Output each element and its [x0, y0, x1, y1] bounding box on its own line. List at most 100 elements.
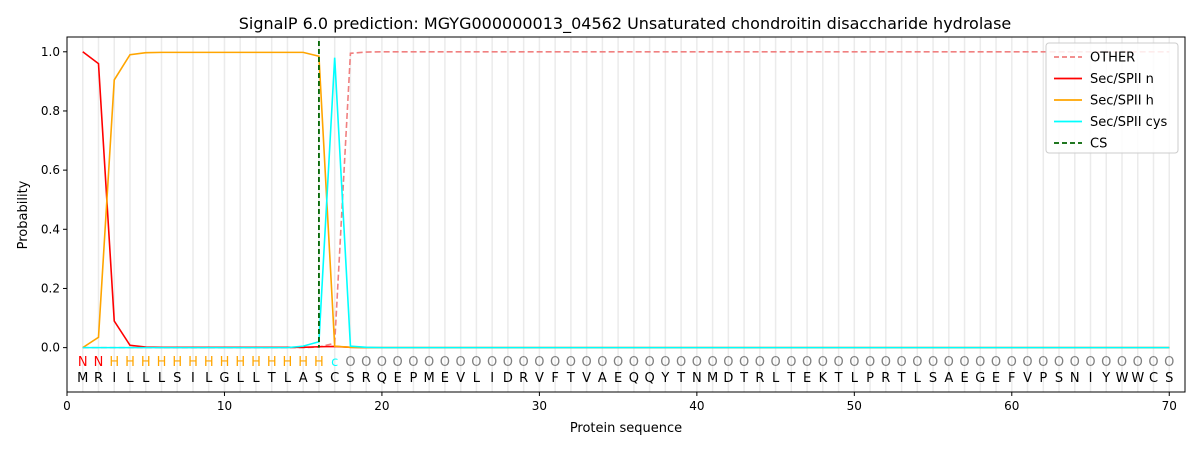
- region-label: O: [471, 355, 481, 370]
- residue-label: L: [252, 371, 260, 386]
- residue-label: L: [473, 371, 481, 386]
- series-line-sec-spii-n: [82, 51, 1170, 349]
- residue-label: E: [960, 371, 968, 386]
- residue-label: P: [410, 371, 418, 386]
- residue-label: Q: [629, 371, 639, 386]
- residue-label: N: [1070, 371, 1080, 386]
- residue-label: E: [394, 371, 402, 386]
- residue-label: T: [897, 371, 906, 386]
- residue-label: R: [94, 371, 103, 386]
- residue-label: W: [1131, 371, 1144, 386]
- residue-label: I: [112, 371, 116, 386]
- y-tick-label: 1.0: [41, 45, 60, 59]
- region-label: O: [1054, 355, 1064, 370]
- region-label: O: [786, 355, 796, 370]
- region-label: O: [692, 355, 702, 370]
- region-label: N: [94, 355, 104, 370]
- legend-label: Sec/SPII h: [1090, 94, 1154, 109]
- x-tick-label: 10: [217, 399, 232, 413]
- residue-label: L: [284, 371, 292, 386]
- region-label: O: [912, 355, 922, 370]
- region-label: O: [1148, 355, 1158, 370]
- x-tick-label: 40: [689, 399, 704, 413]
- region-label: O: [345, 355, 355, 370]
- region-label: O: [975, 355, 985, 370]
- region-label: O: [408, 355, 418, 370]
- region-label: O: [959, 355, 969, 370]
- residue-label: S: [346, 371, 354, 386]
- residue-label: V: [582, 371, 591, 386]
- region-label: O: [707, 355, 717, 370]
- region-label: O: [991, 355, 1001, 370]
- region-label: H: [125, 355, 135, 370]
- residue-label: L: [126, 371, 134, 386]
- region-label: O: [881, 355, 891, 370]
- residue-label: T: [566, 371, 575, 386]
- y-tick-label: 0.4: [41, 222, 60, 236]
- y-axis-label: Probability: [16, 180, 31, 249]
- region-label: O: [534, 355, 544, 370]
- residue-label: M: [424, 371, 435, 386]
- region-label: H: [141, 355, 151, 370]
- region-label: O: [833, 355, 843, 370]
- legend-label: OTHER: [1090, 51, 1135, 66]
- residue-label: L: [772, 371, 780, 386]
- residue-label: P: [866, 371, 874, 386]
- region-label: O: [487, 355, 497, 370]
- y-tick-label: 0.8: [41, 104, 60, 118]
- region-label: H: [267, 355, 277, 370]
- region-label: O: [755, 355, 765, 370]
- residue-label: F: [551, 371, 558, 386]
- region-label: O: [896, 355, 906, 370]
- region-label: O: [1164, 355, 1174, 370]
- residue-label: S: [1055, 371, 1063, 386]
- residue-label: A: [598, 371, 607, 386]
- residue-label: T: [834, 371, 843, 386]
- residue-label: L: [237, 371, 245, 386]
- residue-label: S: [1165, 371, 1173, 386]
- chart-title: SignalP 6.0 prediction: MGYG000000013_04…: [239, 14, 1012, 34]
- residue-label: N: [692, 371, 702, 386]
- series-line-other: [82, 50, 1170, 349]
- region-label: O: [1007, 355, 1017, 370]
- region-label: H: [172, 355, 182, 370]
- residue-label: Y: [1101, 371, 1110, 386]
- y-tick-label: 0.6: [41, 163, 60, 177]
- region-label: O: [818, 355, 828, 370]
- region-label: O: [865, 355, 875, 370]
- region-label: O: [849, 355, 859, 370]
- residue-label: L: [205, 371, 213, 386]
- residue-label: A: [299, 371, 308, 386]
- legend-box: [1045, 42, 1179, 154]
- residue-label: R: [519, 371, 528, 386]
- region-label: H: [204, 355, 214, 370]
- residue-label: V: [1023, 371, 1032, 386]
- residue-label: T: [676, 371, 685, 386]
- residue-label: Q: [377, 371, 387, 386]
- region-label: O: [1133, 355, 1143, 370]
- region-label: c: [331, 355, 338, 370]
- residue-label: S: [173, 371, 181, 386]
- legend-label: Sec/SPII n: [1090, 72, 1154, 87]
- region-label: O: [802, 355, 812, 370]
- residue-label: E: [992, 371, 1000, 386]
- x-tick-label: 60: [1004, 399, 1019, 413]
- residue-label: F: [1008, 371, 1015, 386]
- region-label: O: [361, 355, 371, 370]
- residue-label: I: [490, 371, 494, 386]
- region-label: O: [440, 355, 450, 370]
- residue-label: E: [803, 371, 811, 386]
- residue-label: R: [755, 371, 764, 386]
- residue-label: G: [219, 371, 229, 386]
- region-label: H: [298, 355, 308, 370]
- residue-label: T: [267, 371, 276, 386]
- residue-label: M: [77, 371, 88, 386]
- residue-label: A: [944, 371, 953, 386]
- region-label: N: [78, 355, 88, 370]
- residue-label: Y: [660, 371, 669, 386]
- residue-label: D: [503, 371, 513, 386]
- region-label: O: [1085, 355, 1095, 370]
- x-tick-label: 70: [1162, 399, 1177, 413]
- residue-label: P: [1039, 371, 1047, 386]
